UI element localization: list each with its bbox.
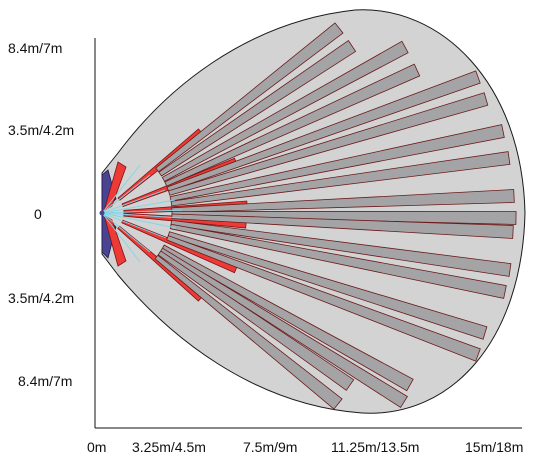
near-zone-red-bottom [103, 214, 127, 267]
detection-ray-10 [101, 212, 141, 263]
x-label-4: 15m/18m [465, 439, 523, 455]
detection-ray-6 [101, 212, 177, 229]
long-zone-beam-2 [158, 40, 357, 177]
detection-ray-8 [101, 212, 151, 253]
detection-ray-7 [101, 212, 167, 239]
detection-ray-9 [101, 164, 141, 214]
long-zone-beam-14 [167, 231, 488, 340]
detection-ray-2 [101, 189, 166, 214]
long-zone-beam-11 [171, 213, 514, 239]
y-label-bottom-far: 8.4m/7m [18, 373, 72, 389]
long-zone-beam-19 [154, 254, 343, 410]
y-label-top-far: 8.4m/7m [8, 40, 62, 56]
detection-ray-3 [101, 199, 176, 214]
long-zone-beam-8 [170, 151, 511, 207]
pir-sensor-origin-icon [99, 210, 105, 216]
long-zone-beam-9 [171, 189, 515, 213]
long-zone-beam-4 [164, 63, 421, 187]
long-zone-beam-5 [166, 70, 481, 192]
long-zone-beam-6 [168, 92, 489, 196]
detection-rays [101, 164, 183, 263]
long-zone-beam-13 [169, 223, 507, 299]
long-zone-beam-7 [169, 124, 505, 202]
detection-ray-4 [101, 209, 183, 214]
long-zone-beam-12 [170, 219, 512, 277]
detection-ray-1 [101, 174, 151, 214]
x-label-2: 7.5m/9m [243, 439, 297, 455]
long-zone-beam-1 [155, 22, 344, 173]
y-label-center: 0 [34, 206, 42, 222]
long-zone-beam-16 [161, 244, 414, 392]
x-label-3: 11.25m/13.5m [331, 439, 419, 455]
y-label-bottom-near: 3.5m/4.2m [8, 290, 74, 306]
x-label-1: 3.25m/4.5m [132, 439, 206, 455]
long-zone-beam-17 [159, 247, 408, 409]
long-zones [154, 22, 517, 410]
long-zone-beam-18 [157, 250, 355, 391]
y-label-top-near: 3.5m/4.2m [8, 122, 74, 138]
x-label-0: 0m [87, 439, 106, 455]
detection-ray-5 [101, 212, 183, 219]
long-zone-beam-15 [166, 235, 481, 362]
long-zone-beam-3 [161, 40, 409, 182]
